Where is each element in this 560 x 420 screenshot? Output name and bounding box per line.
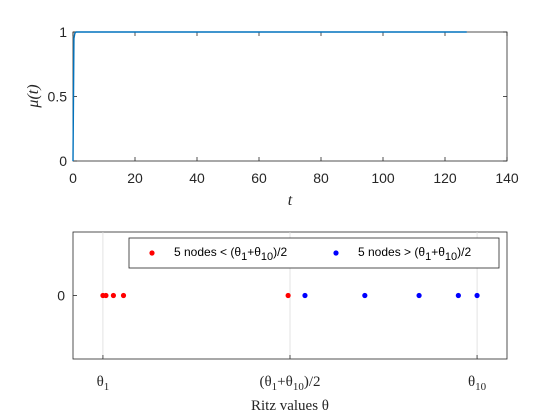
ritz-xtick-label: θ1​ (97, 374, 110, 393)
legend-marker (149, 250, 155, 256)
ritz-point-lower (120, 292, 127, 299)
mu-plot-ylabel: μ(t) (25, 84, 42, 108)
mu-xtick-label: 140 (495, 170, 519, 186)
ritz-ytick-label: 0 (57, 288, 65, 304)
mu-xtick-label: 20 (127, 170, 143, 186)
ritz-point-lower (103, 292, 109, 299)
legend-label: 5 nodes > (θ1​+θ10​)/2 (358, 245, 471, 263)
ritz-legend: 5 nodes < (θ1​+θ10​)/2 5 nodes > (θ1​+θ10… (128, 237, 500, 269)
ritz-plot-xlabel: Ritz values θ (251, 398, 329, 414)
ritz-xtick-label: (θ1​+θ10​)/2 (259, 374, 320, 393)
ritz-point-upper (302, 292, 308, 299)
mu-ytick-label: 1 (59, 24, 67, 40)
mu-xtick-label: 120 (433, 170, 457, 186)
ritz-point-upper (416, 292, 422, 299)
mu-xtick-label: 40 (189, 170, 205, 186)
legend-label: 5 nodes < (θ1​+θ10​)/2 (174, 245, 287, 263)
legend-marker (333, 250, 339, 256)
mu-series-line (72, 31, 467, 162)
mu-xtick-label: 100 (371, 170, 395, 186)
ritz-point-upper (362, 292, 368, 299)
mu-plot-axes: 0 20 40 60 80 100 120 140 0 0.5 1 t μ(t) (25, 24, 519, 209)
mu-ytick-label: 0 (59, 153, 67, 169)
mu-xtick-label: 80 (313, 170, 329, 186)
ritz-xtick-label: θ10​ (468, 374, 487, 393)
ritz-point-lower (110, 292, 117, 299)
mu-ytick-label: 0.5 (48, 89, 68, 105)
mu-xtick-label: 0 (69, 170, 77, 186)
legend-box (128, 237, 500, 269)
ritz-point-lower (285, 292, 291, 299)
mu-xtick-label: 60 (251, 170, 267, 186)
ritz-plot-axes: θ1​ (θ1​+θ10​)/2 θ10​ 0 5 nodes < (θ1​+θ10​… (57, 231, 508, 414)
mu-plot-xlabel: t (288, 192, 293, 209)
mu-plot-frame (72, 31, 508, 162)
ritz-point-upper (455, 292, 461, 299)
ritz-point-upper (474, 292, 480, 299)
